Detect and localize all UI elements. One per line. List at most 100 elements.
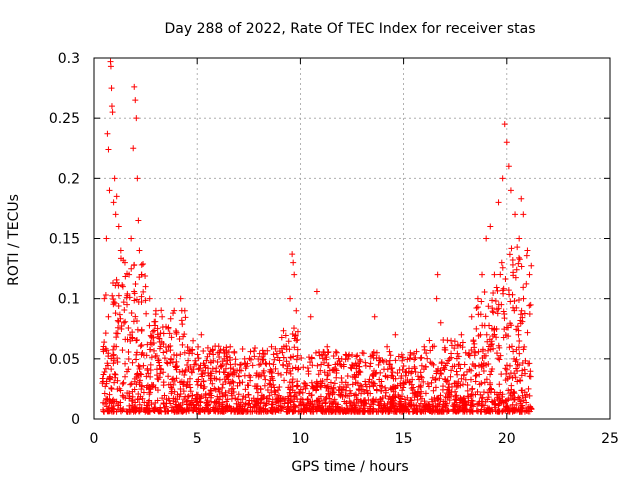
data-point <box>105 146 112 153</box>
data-point <box>486 343 493 350</box>
data-point <box>140 260 147 267</box>
data-point <box>303 408 310 415</box>
data-point <box>514 244 521 251</box>
data-point <box>108 85 115 92</box>
data-point <box>152 311 159 318</box>
data-point <box>160 369 167 376</box>
data-point <box>507 298 514 305</box>
data-point <box>131 83 138 90</box>
data-point <box>315 371 322 378</box>
data-point <box>351 362 358 369</box>
data-point <box>422 363 429 370</box>
data-point <box>283 358 290 365</box>
data-point <box>397 380 404 387</box>
y-tick-label: 0.15 <box>49 232 80 248</box>
data-point <box>115 303 122 310</box>
data-point <box>289 365 296 372</box>
data-point <box>252 401 259 408</box>
data-point <box>221 369 228 376</box>
data-point <box>332 348 339 355</box>
data-point <box>134 337 140 344</box>
data-point <box>518 387 525 394</box>
x-tick-label: 25 <box>601 431 619 447</box>
data-point <box>344 355 351 362</box>
data-point <box>293 356 300 363</box>
data-point <box>357 382 364 389</box>
data-point <box>211 385 218 392</box>
data-point <box>357 358 364 365</box>
data-point <box>250 348 257 355</box>
data-point <box>117 407 124 414</box>
data-point <box>241 372 248 379</box>
data-point <box>289 376 296 383</box>
data-point <box>472 373 479 380</box>
data-point <box>187 384 194 391</box>
data-point <box>228 405 235 412</box>
data-point <box>387 399 394 406</box>
data-point <box>187 388 194 395</box>
data-point <box>353 353 360 360</box>
axis-ticks: 0 5 10 15 20 25 0 0.05 0.1 0.15 0.2 0.25 0.3 <box>49 51 619 447</box>
data-point <box>255 400 262 407</box>
data-point <box>119 281 126 288</box>
data-point <box>503 362 510 369</box>
data-point <box>133 318 140 325</box>
data-point <box>489 365 496 372</box>
data-point <box>151 318 158 325</box>
data-point <box>167 355 174 362</box>
data-point <box>510 348 517 355</box>
data-point <box>495 402 502 409</box>
data-point <box>489 297 496 304</box>
data-point <box>188 368 195 375</box>
data-point <box>280 404 287 411</box>
data-point <box>179 341 186 348</box>
data-point <box>257 385 264 392</box>
data-point <box>424 380 431 387</box>
data-point <box>179 368 186 375</box>
data-point <box>220 408 227 415</box>
data-point <box>392 392 399 399</box>
data-point <box>102 292 109 299</box>
data-point <box>136 381 143 388</box>
data-point <box>304 364 311 371</box>
data-point <box>128 235 135 242</box>
data-point <box>480 367 487 374</box>
data-point <box>291 344 298 351</box>
data-point <box>459 344 466 351</box>
data-point <box>138 371 145 378</box>
data-point <box>108 103 115 110</box>
data-point <box>172 328 179 335</box>
data-point <box>510 389 517 396</box>
data-point <box>194 395 201 402</box>
data-point <box>209 347 216 354</box>
data-point <box>262 376 269 383</box>
data-point <box>500 285 507 292</box>
data-point <box>119 380 126 387</box>
data-point <box>412 354 419 361</box>
data-point <box>503 139 510 146</box>
data-point <box>126 406 133 413</box>
data-point <box>385 408 392 415</box>
data-point <box>106 391 113 398</box>
data-point <box>312 349 319 356</box>
data-point <box>485 303 492 310</box>
data-point <box>343 352 350 359</box>
data-point <box>275 370 282 377</box>
data-point <box>399 402 406 409</box>
data-point <box>502 377 509 384</box>
data-point <box>257 360 264 367</box>
data-point <box>300 401 307 408</box>
data-point <box>351 404 358 411</box>
data-point <box>348 407 355 414</box>
data-point <box>468 397 475 404</box>
data-point <box>221 349 228 356</box>
data-point <box>357 408 364 415</box>
data-point <box>411 405 418 412</box>
data-point <box>293 337 300 344</box>
data-point <box>272 345 279 352</box>
data-point <box>291 271 298 278</box>
data-point <box>103 380 110 387</box>
data-point <box>110 346 117 353</box>
data-point <box>101 339 108 346</box>
data-point <box>429 360 436 367</box>
